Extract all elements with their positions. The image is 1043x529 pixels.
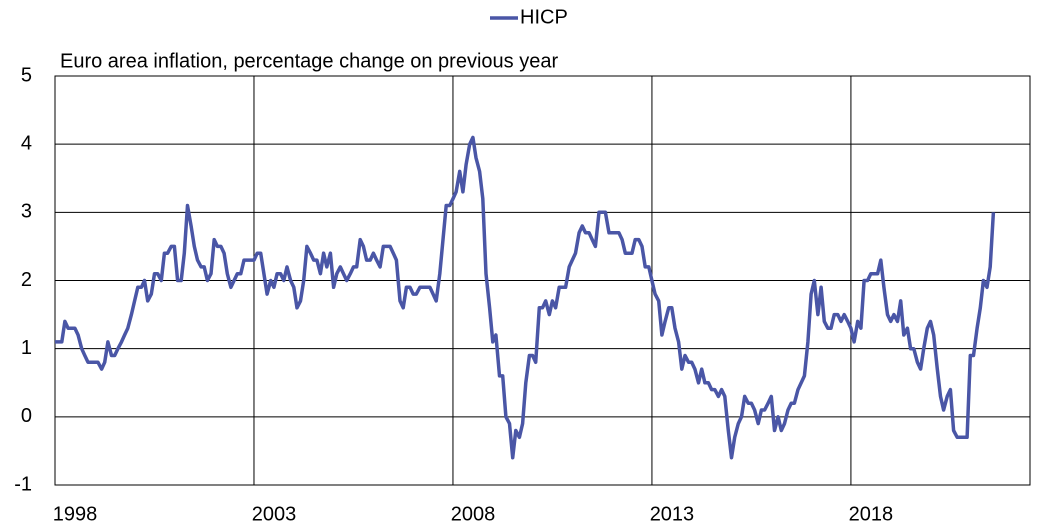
x-tick-label: 2003 xyxy=(252,503,297,525)
x-tick-label: 2008 xyxy=(451,503,496,525)
line xyxy=(55,135,996,460)
y-tick-label: 5 xyxy=(21,64,32,86)
y-tick-label: 1 xyxy=(21,337,32,359)
plot-border xyxy=(54,75,1031,486)
x-tick-label: 2013 xyxy=(650,503,695,525)
y-tick-label: 2 xyxy=(21,269,32,291)
x-tick-label: 2018 xyxy=(849,503,894,525)
y-tick-label: 4 xyxy=(21,132,32,154)
y-tick-label: -1 xyxy=(14,473,32,495)
legend-label: HICP xyxy=(520,6,568,28)
y-tick-label: 3 xyxy=(21,201,32,223)
x-tick-label: 1998 xyxy=(53,503,98,525)
y-tick-label: 0 xyxy=(21,405,32,427)
chart-subtitle: Euro area inflation, percentage change o… xyxy=(60,50,558,72)
